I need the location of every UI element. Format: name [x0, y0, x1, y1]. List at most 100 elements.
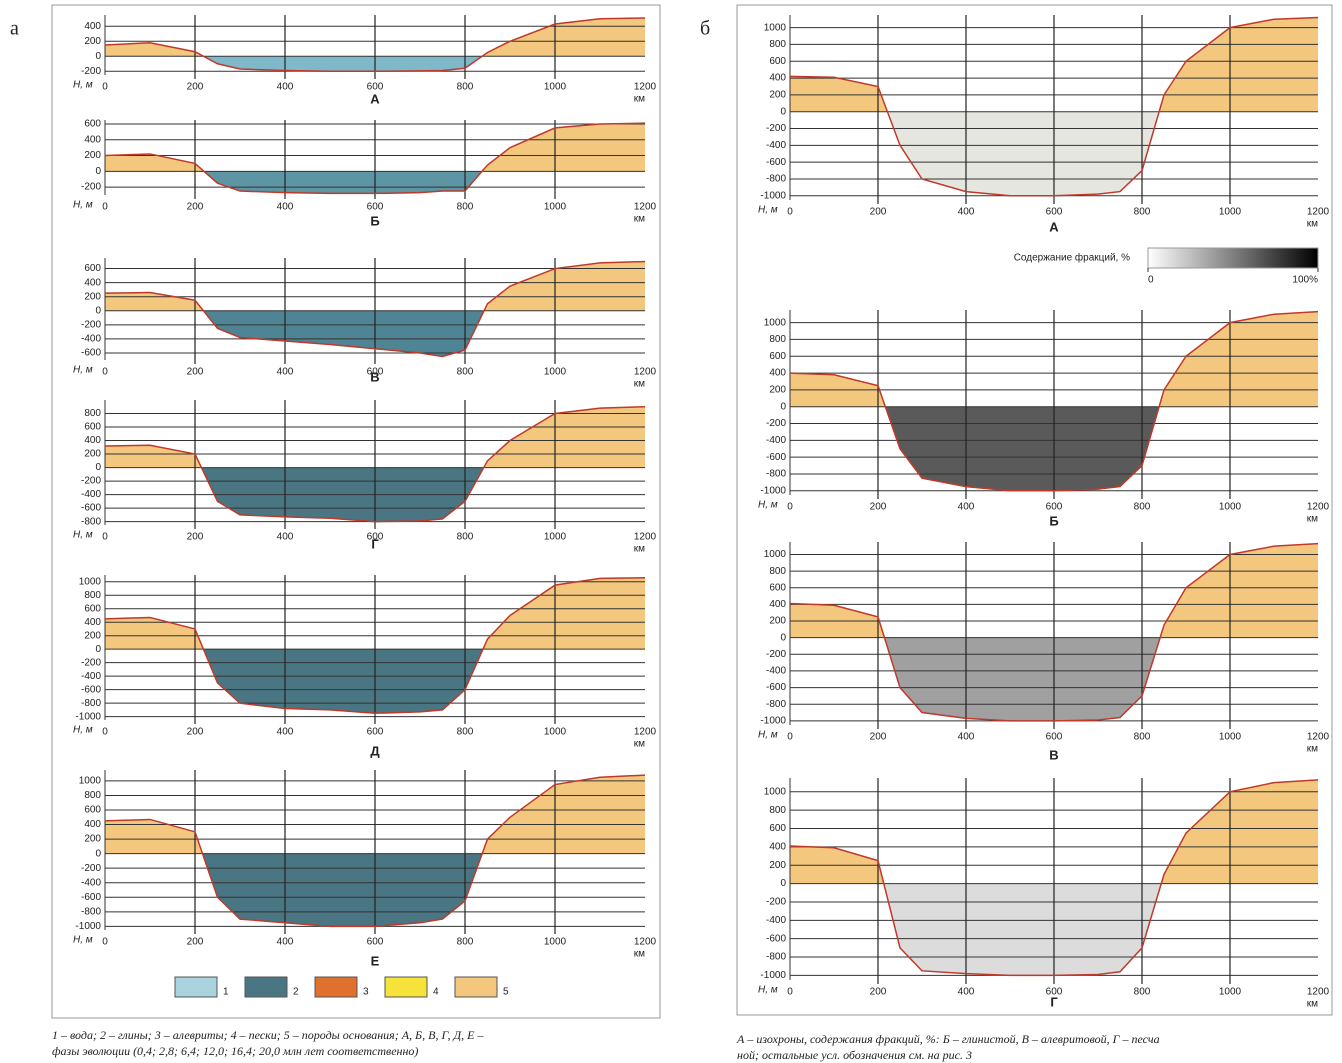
x-tick-label: 1200 — [634, 202, 657, 213]
y-tick-label: -600 — [81, 892, 101, 903]
x-tick-label: 1000 — [544, 367, 567, 378]
x-tick-label: 0 — [102, 82, 108, 93]
x-tick-label: 1200 — [634, 367, 657, 378]
y-tick-label: -800 — [766, 699, 786, 710]
x-tick-label: 400 — [958, 502, 975, 513]
y-tick-label: -200 — [81, 182, 101, 193]
y-tick-label: -800 — [81, 516, 101, 527]
x-tick-label: 600 — [1046, 502, 1063, 513]
panel-title: А — [370, 91, 380, 106]
y-tick-label: 200 — [84, 834, 101, 845]
x-tick-label: 200 — [187, 202, 204, 213]
x-axis-label: км — [634, 949, 645, 960]
panel-label: а — [10, 18, 19, 40]
y-tick-label: -1000 — [760, 715, 786, 726]
y-tick-label: 0 — [780, 106, 786, 117]
x-tick-label: 200 — [870, 207, 887, 218]
panel-title: Г — [371, 536, 379, 551]
x-tick-label: 400 — [277, 367, 294, 378]
x-tick-label: 200 — [187, 532, 204, 543]
x-tick-label: 800 — [457, 202, 474, 213]
x-axis-label: км — [634, 544, 645, 555]
page: а б 1 – вода; 2 – глины; 3 – алевриты; 4… — [0, 0, 1342, 1063]
y-tick-label: -200 — [81, 476, 101, 487]
y-axis-label: Н, м — [758, 730, 778, 741]
y-axis-label: Н, м — [73, 200, 93, 211]
x-tick-label: 200 — [187, 367, 204, 378]
y-tick-label: -1000 — [760, 485, 786, 496]
y-axis-label: Н, м — [73, 80, 93, 91]
y-tick-label: 600 — [769, 823, 786, 834]
y-tick-label: -600 — [766, 682, 786, 693]
y-tick-label: 400 — [84, 435, 101, 446]
x-tick-label: 200 — [187, 937, 204, 948]
y-tick-label: 200 — [84, 291, 101, 302]
y-tick-label: -400 — [766, 140, 786, 151]
y-tick-label: 0 — [780, 632, 786, 643]
colorbar — [1148, 248, 1318, 268]
y-tick-label: -400 — [766, 666, 786, 677]
x-tick-label: 1000 — [1219, 207, 1242, 218]
x-tick-label: 200 — [187, 82, 204, 93]
y-tick-label: 800 — [769, 566, 786, 577]
y-tick-label: 1000 — [764, 549, 787, 560]
y-tick-label: 0 — [95, 644, 101, 655]
y-axis-label: Н, м — [73, 530, 93, 541]
y-tick-label: -400 — [81, 877, 101, 888]
y-axis-label: Н, м — [73, 935, 93, 946]
panel-title: Б — [1049, 513, 1058, 528]
y-tick-label: -800 — [81, 698, 101, 709]
y-tick-label: 1000 — [764, 786, 787, 797]
x-tick-label: 800 — [1134, 987, 1151, 998]
y-axis-label: Н, м — [758, 205, 778, 216]
y-tick-label: 400 — [84, 617, 101, 628]
x-tick-label: 0 — [102, 727, 108, 738]
y-tick-label: -200 — [81, 657, 101, 668]
y-tick-label: -200 — [81, 863, 101, 874]
y-axis-label: Н, м — [73, 725, 93, 736]
panel-title: Е — [371, 953, 380, 968]
y-tick-label: 0 — [95, 51, 101, 62]
y-tick-label: -600 — [81, 348, 101, 359]
x-tick-label: 1000 — [544, 532, 567, 543]
y-tick-label: -1000 — [760, 970, 786, 981]
x-tick-label: 600 — [367, 202, 384, 213]
x-tick-label: 800 — [457, 82, 474, 93]
y-tick-label: 200 — [84, 449, 101, 460]
x-tick-label: 600 — [367, 937, 384, 948]
y-tick-label: 0 — [780, 401, 786, 412]
y-tick-label: 400 — [84, 277, 101, 288]
x-tick-label: 400 — [958, 732, 975, 743]
y-tick-label: 600 — [769, 56, 786, 67]
legend-swatch — [455, 977, 497, 997]
caption: ной; остальные усл. обозначения см. на р… — [737, 1048, 972, 1062]
x-tick-label: 0 — [787, 207, 793, 218]
legend-label: 3 — [363, 987, 369, 998]
y-tick-label: -200 — [766, 418, 786, 429]
x-tick-label: 1200 — [634, 727, 657, 738]
x-tick-label: 200 — [870, 732, 887, 743]
y-tick-label: -600 — [766, 452, 786, 463]
y-tick-label: 0 — [95, 848, 101, 859]
x-tick-label: 800 — [1134, 502, 1151, 513]
panel-title: Д — [370, 743, 380, 758]
x-tick-label: 200 — [870, 502, 887, 513]
y-tick-label: 1000 — [764, 317, 787, 328]
x-tick-label: 0 — [102, 202, 108, 213]
y-tick-label: 800 — [84, 790, 101, 801]
x-tick-label: 800 — [1134, 732, 1151, 743]
y-tick-label: 600 — [84, 805, 101, 816]
y-tick-label: -800 — [766, 952, 786, 963]
legend-label: 1 — [223, 987, 229, 998]
x-axis-label: км — [1307, 744, 1318, 755]
y-axis-label: Н, м — [73, 365, 93, 376]
panel-title: В — [1049, 747, 1058, 762]
x-tick-label: 1200 — [634, 532, 657, 543]
y-tick-label: -200 — [766, 123, 786, 134]
legend-label: 2 — [293, 987, 299, 998]
y-tick-label: 400 — [769, 842, 786, 853]
y-tick-label: -600 — [81, 503, 101, 514]
y-tick-label: 400 — [769, 368, 786, 379]
legend-swatch — [385, 977, 427, 997]
y-axis-label: Н, м — [758, 500, 778, 511]
